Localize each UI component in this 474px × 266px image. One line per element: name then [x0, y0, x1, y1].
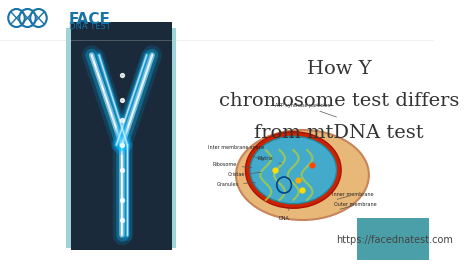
Point	[271, 168, 279, 172]
Text: https://facednatest.com: https://facednatest.com	[336, 235, 453, 245]
Text: Matrix: Matrix	[258, 156, 282, 164]
Point	[118, 118, 126, 122]
Ellipse shape	[246, 132, 341, 208]
Text: Ribosome: Ribosome	[212, 163, 252, 168]
Point	[294, 178, 301, 182]
Text: ATP synthase particles: ATP synthase particles	[275, 102, 337, 117]
Text: from mtDNA test: from mtDNA test	[254, 124, 424, 142]
Text: Inner membrane: Inner membrane	[332, 193, 374, 199]
Text: How Y: How Y	[307, 60, 372, 78]
Text: Cristae: Cristae	[228, 172, 261, 177]
Point	[118, 73, 126, 77]
FancyBboxPatch shape	[66, 28, 176, 248]
Point	[118, 218, 126, 222]
Point	[118, 143, 126, 147]
Text: DNA TEST: DNA TEST	[69, 22, 110, 31]
Text: Outer membrane: Outer membrane	[334, 202, 377, 209]
Text: FACE: FACE	[69, 12, 110, 27]
Text: DNA: DNA	[279, 207, 290, 221]
FancyBboxPatch shape	[357, 218, 429, 260]
Point	[299, 188, 306, 192]
FancyBboxPatch shape	[72, 22, 172, 250]
Text: Granules: Granules	[216, 182, 255, 188]
Text: chromosome test differs: chromosome test differs	[219, 92, 459, 110]
Point	[118, 198, 126, 202]
Point	[118, 98, 126, 102]
Text: Inter membrane space: Inter membrane space	[209, 146, 264, 161]
Point	[118, 168, 126, 172]
Ellipse shape	[236, 130, 369, 220]
Point	[308, 163, 315, 167]
Ellipse shape	[250, 136, 337, 204]
